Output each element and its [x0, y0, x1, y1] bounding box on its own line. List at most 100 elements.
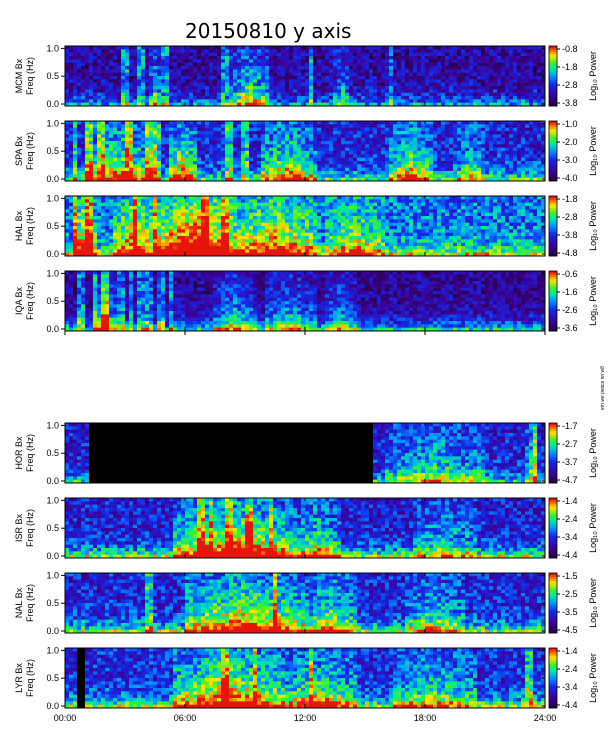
- heatmap-cell: [373, 177, 378, 182]
- heatmap-cell: [105, 141, 110, 145]
- heatmap-cell: [401, 137, 406, 142]
- heatmap-cell: [409, 46, 414, 50]
- heatmap-cell: [105, 121, 110, 125]
- heatmap-cell: [89, 177, 94, 182]
- heatmap-cell: [281, 147, 286, 152]
- heatmap-cell: [537, 127, 542, 132]
- heatmap-cell: [465, 69, 470, 73]
- heatmap-cell: [105, 72, 110, 77]
- heatmap-cell: [261, 154, 266, 158]
- heatmap-cell: [301, 167, 306, 172]
- heatmap-cell: [513, 141, 518, 145]
- heatmap-cell: [89, 69, 94, 73]
- heatmap-cell: [321, 66, 326, 70]
- heatmap-cell: [381, 66, 386, 70]
- heatmap-cell: [205, 121, 210, 125]
- heatmap-cell: [521, 92, 526, 97]
- heatmap-cell: [377, 164, 382, 168]
- heatmap-cell: [117, 242, 122, 247]
- heatmap-cell: [489, 92, 494, 97]
- heatmap-cell: [129, 226, 134, 230]
- heatmap-cell: [213, 92, 218, 97]
- heatmap-cell: [285, 161, 290, 165]
- heatmap-cell: [229, 147, 234, 152]
- heatmap-cell: [373, 141, 378, 145]
- heatmap-cell: [505, 174, 510, 178]
- heatmap-cell: [97, 141, 102, 145]
- heatmap-cell: [389, 89, 394, 93]
- heatmap-cell: [309, 89, 314, 93]
- heatmap-cell: [133, 76, 138, 80]
- heatmap-cell: [381, 92, 386, 97]
- heatmap-cell: [129, 102, 134, 107]
- heatmap-cell: [253, 69, 258, 73]
- heatmap-cell: [277, 62, 282, 67]
- heatmap-cell: [365, 174, 370, 178]
- heatmap-cell: [81, 164, 86, 168]
- heatmap-cell: [493, 141, 498, 145]
- heatmap-cell: [413, 137, 418, 142]
- heatmap-cell: [289, 59, 294, 63]
- heatmap-cell: [509, 151, 514, 155]
- heatmap-cell: [117, 154, 122, 158]
- heatmap-cell: [301, 171, 306, 175]
- heatmap-cell: [345, 121, 350, 125]
- heatmap-cell: [121, 222, 126, 227]
- heatmap-cell: [237, 124, 242, 128]
- heatmap-cell: [381, 174, 386, 178]
- heatmap-cell: [93, 92, 98, 97]
- heatmap-cell: [101, 102, 106, 107]
- heatmap-cell: [125, 226, 130, 230]
- heatmap-cell: [197, 89, 202, 93]
- heatmap-cell: [293, 141, 298, 145]
- heatmap-cell: [105, 206, 110, 210]
- heatmap-cell: [261, 131, 266, 135]
- heatmap-cell: [117, 131, 122, 135]
- heatmap-cell: [389, 154, 394, 158]
- heatmap-cell: [169, 79, 174, 83]
- heatmap-cell: [241, 89, 246, 93]
- heatmap-cell: [369, 157, 374, 162]
- heatmap-cell: [289, 171, 294, 175]
- heatmap-cell: [529, 164, 534, 168]
- heatmap-cell: [69, 62, 74, 67]
- heatmap-cell: [541, 52, 546, 57]
- heatmap-cell: [209, 121, 214, 125]
- heatmap-cell: [77, 161, 82, 165]
- heatmap-cell: [349, 131, 354, 135]
- heatmap-cell: [477, 174, 482, 178]
- heatmap-cell: [393, 154, 398, 158]
- heatmap-cell: [149, 249, 154, 253]
- heatmap-cell: [417, 151, 422, 155]
- heatmap-cell: [241, 164, 246, 168]
- heatmap-cell: [149, 92, 154, 97]
- heatmap-cell: [369, 147, 374, 152]
- heatmap-cell: [389, 157, 394, 162]
- heatmap-cell: [161, 232, 166, 237]
- heatmap-cell: [405, 147, 410, 152]
- heatmap-cell: [109, 242, 114, 247]
- heatmap-cell: [201, 171, 206, 175]
- heatmap-cell: [293, 161, 298, 165]
- heatmap-cell: [325, 79, 330, 83]
- heatmap-cell: [105, 222, 110, 227]
- heatmap-cell: [541, 96, 546, 100]
- heatmap-cell: [69, 177, 74, 182]
- heatmap-cell: [73, 147, 78, 152]
- heatmap-cell: [493, 96, 498, 100]
- heatmap-cell: [437, 102, 442, 107]
- heatmap-cell: [313, 56, 318, 60]
- heatmap-cell: [353, 46, 358, 50]
- heatmap-cell: [309, 161, 314, 165]
- heatmap-cell: [497, 164, 502, 168]
- heatmap-cell: [141, 134, 146, 138]
- heatmap-cell: [497, 69, 502, 73]
- heatmap-cell: [281, 99, 286, 103]
- heatmap-cell: [101, 137, 106, 142]
- heatmap-cell: [485, 141, 490, 145]
- heatmap-cell: [401, 134, 406, 138]
- heatmap-cell: [433, 56, 438, 60]
- heatmap-cell: [121, 82, 126, 87]
- heatmap-cell: [497, 144, 502, 148]
- heatmap-cell: [321, 82, 326, 87]
